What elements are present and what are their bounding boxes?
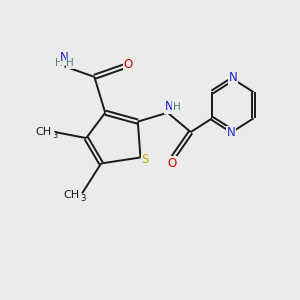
- Text: H: H: [66, 58, 74, 68]
- Text: 3: 3: [80, 194, 85, 203]
- Text: O: O: [167, 157, 176, 170]
- Text: S: S: [142, 153, 149, 167]
- Text: N: N: [227, 127, 236, 140]
- Text: N: N: [228, 71, 237, 84]
- Text: CH: CH: [63, 190, 80, 200]
- Text: H: H: [173, 102, 181, 112]
- Text: O: O: [124, 58, 133, 71]
- Text: H: H: [55, 58, 63, 68]
- Text: N: N: [60, 51, 69, 64]
- Text: CH: CH: [36, 127, 52, 137]
- Text: N: N: [165, 100, 173, 113]
- Text: 3: 3: [52, 131, 58, 140]
